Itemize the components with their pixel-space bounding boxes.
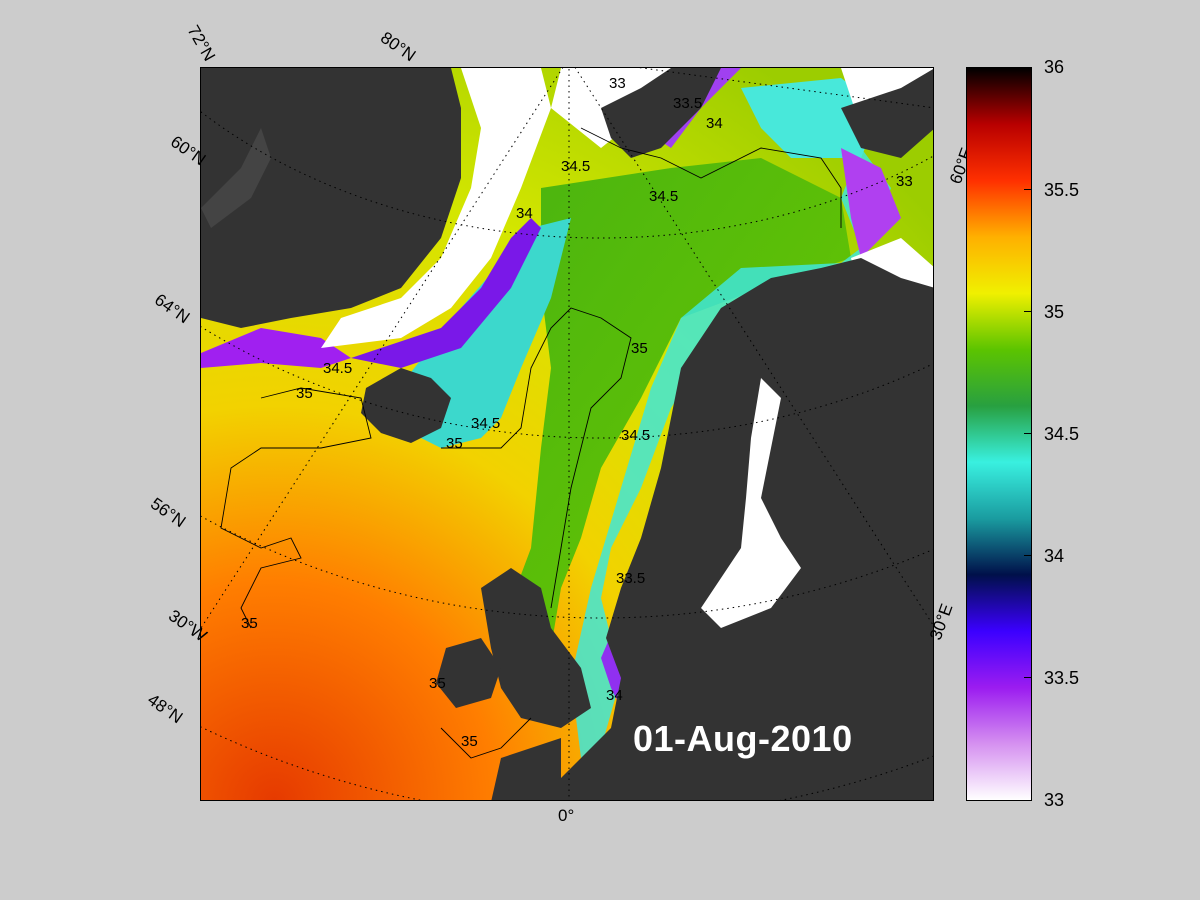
greenland [201, 68, 461, 328]
date-stamp: 01-Aug-2010 [633, 718, 853, 759]
colorbar-tick: 36 [1044, 57, 1065, 77]
iceland [361, 368, 451, 443]
contour-label: 34 [606, 687, 623, 704]
novaya-zemlya [841, 69, 933, 158]
contour-label: 35 [241, 615, 258, 632]
lat-label: 72°N [183, 22, 219, 65]
contour-label: 34 [706, 115, 723, 132]
contour-label: 33.5 [616, 570, 645, 587]
contour-label: 34.5 [621, 427, 650, 444]
colorbar-tick-mark [1024, 555, 1032, 556]
contour-label: 35 [631, 340, 648, 357]
contour-label: 34 [516, 205, 533, 222]
colorbar-tick-mark [1024, 433, 1032, 434]
contour-label: 33 [896, 173, 913, 190]
colorbar-tick: 34.5 [1044, 424, 1080, 444]
contour-label: 35 [446, 435, 463, 452]
contour-label: 33 [609, 75, 626, 92]
contour-label: 34.5 [561, 158, 590, 175]
ice-greenland-sea [321, 68, 551, 348]
colorbar-tick-mark [1024, 677, 1032, 678]
ireland [436, 638, 501, 708]
colorbar-tick: 33 [1044, 790, 1065, 810]
fringe-greenland [351, 218, 541, 368]
contour-label: 35 [429, 675, 446, 692]
contours [220, 127, 842, 759]
great-britain [481, 568, 591, 728]
contour-label: 33.5 [673, 95, 702, 112]
barents-sea [741, 78, 881, 158]
lat-label: 64°N [151, 290, 194, 328]
salinity-map: 33 33.5 34 34.5 34.5 33 35 34.5 35 34.5 … [201, 68, 933, 800]
colorbar-tick: 35.5 [1044, 180, 1080, 200]
contour-label: 34.5 [471, 415, 500, 432]
contour-label: 35 [461, 733, 478, 750]
colorbar [966, 67, 1032, 801]
france [491, 738, 561, 800]
colorbar-tick-mark [1024, 311, 1032, 312]
colorbar-tick: 33.5 [1044, 668, 1080, 688]
contour-label: 34.5 [323, 360, 352, 377]
fringe-kola [841, 148, 901, 258]
lon-label-zero: 0° [558, 806, 575, 825]
baltic-sea [701, 378, 801, 628]
colorbar-tick: 34 [1044, 546, 1065, 566]
scandinavia-europe [533, 258, 933, 800]
colorbar-tick: 35 [1044, 302, 1065, 322]
svalbard [601, 68, 721, 158]
map-panel: 33 33.5 34 34.5 34.5 33 35 34.5 35 34.5 … [200, 67, 934, 801]
fringe-west [201, 328, 351, 368]
baffin-land [201, 128, 271, 228]
contour-labels: 33 33.5 34 34.5 34.5 33 35 34.5 35 34.5 … [241, 75, 913, 750]
lat-label: 48°N [144, 690, 187, 728]
contour-label: 35 [296, 385, 313, 402]
lat-label: 56°N [147, 494, 190, 532]
contour-label: 34.5 [649, 188, 678, 205]
lon-label: 80°N [377, 28, 420, 66]
colorbar-tick-mark [1024, 189, 1032, 190]
